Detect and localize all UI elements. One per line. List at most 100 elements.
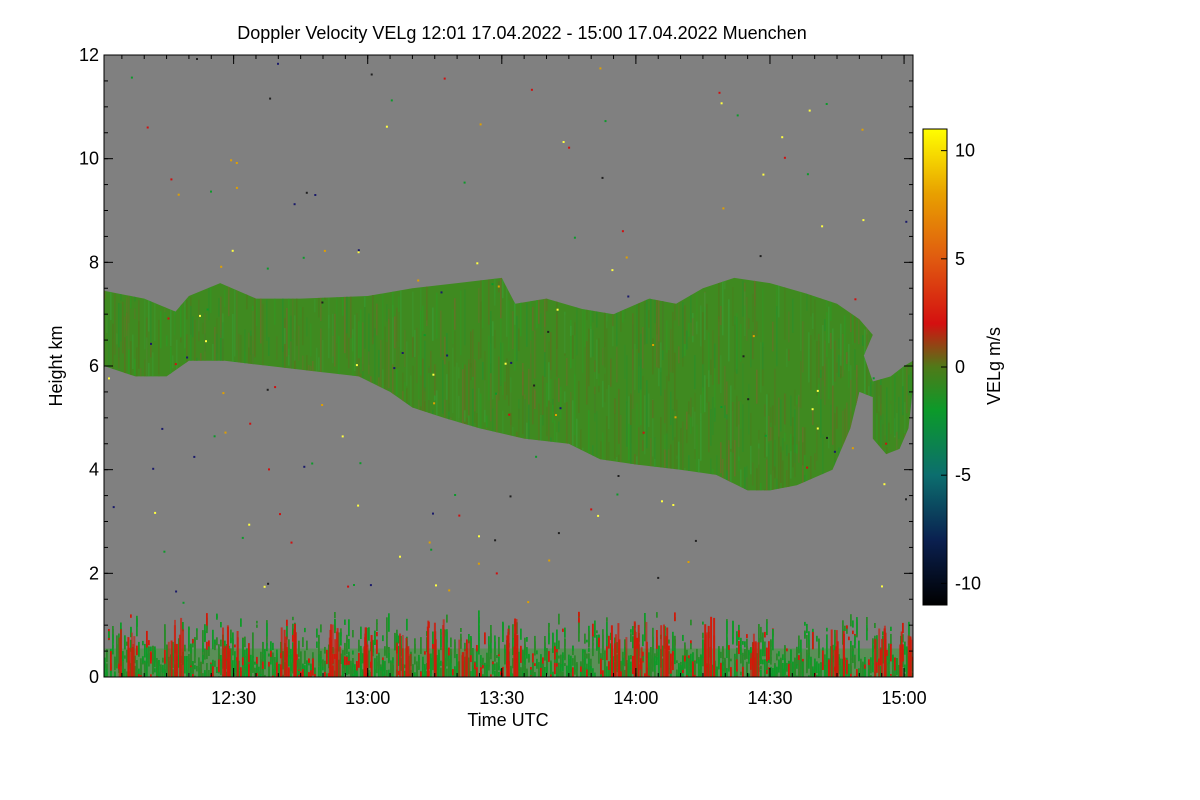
updraft-plume — [127, 637, 130, 677]
y-tick-label: 4 — [89, 460, 99, 480]
updraft-plume — [874, 639, 876, 677]
updraft-plume — [227, 626, 229, 677]
updraft-plume — [401, 648, 404, 677]
updraft-plume — [364, 627, 367, 677]
updraft-plume — [830, 629, 833, 677]
y-tick-label: 2 — [89, 563, 99, 583]
updraft-plume — [128, 647, 131, 677]
updraft-plume — [405, 637, 408, 677]
chart-title: Doppler Velocity VELg 12:01 17.04.2022 -… — [237, 23, 806, 43]
updraft-plume — [175, 643, 178, 677]
updraft-plume — [635, 631, 638, 677]
updraft-plume — [120, 629, 122, 677]
updraft-plume — [285, 647, 288, 677]
x-tick-label: 13:00 — [345, 688, 390, 708]
y-tick-label: 6 — [89, 356, 99, 376]
updraft-plume — [118, 637, 121, 677]
updraft-plume — [366, 644, 369, 677]
updraft-plume — [640, 647, 643, 677]
updraft-plume — [881, 638, 883, 677]
colorbar-tick-label: -5 — [955, 465, 971, 485]
updraft-plume — [280, 627, 283, 677]
updraft-plume — [426, 626, 429, 677]
updraft-plume — [899, 648, 902, 677]
updraft-plume — [618, 640, 621, 677]
updraft-plume — [133, 636, 136, 677]
updraft-plume — [836, 641, 839, 677]
updraft-plume — [224, 645, 227, 677]
updraft-plume — [182, 629, 184, 677]
updraft-plume — [458, 639, 461, 677]
x-tick-label: 15:00 — [882, 688, 927, 708]
updraft-plume — [610, 625, 613, 677]
updraft-plume — [409, 654, 412, 677]
updraft-plume — [331, 624, 334, 677]
updraft-plume — [666, 627, 669, 677]
updraft-plume — [907, 635, 910, 677]
updraft-plume — [335, 631, 338, 677]
colorbar-tick-label: 5 — [955, 249, 965, 269]
updraft-plume — [710, 616, 713, 677]
x-tick-label: 14:30 — [747, 688, 792, 708]
updraft-plume — [167, 641, 170, 677]
updraft-plume — [706, 632, 708, 677]
updraft-plume — [170, 640, 173, 677]
updraft-plume — [370, 635, 373, 677]
updraft-plume — [667, 646, 670, 677]
updraft-plume — [646, 641, 648, 677]
updraft-plume — [704, 634, 707, 677]
updraft-plume — [442, 625, 444, 677]
updraft-plume — [294, 623, 296, 677]
updraft-plume — [752, 633, 755, 677]
updraft-plume — [396, 642, 398, 677]
updraft-plume — [515, 619, 518, 677]
updraft-plume — [883, 628, 886, 677]
updraft-plume — [464, 648, 467, 677]
updraft-plume — [130, 632, 133, 677]
colorbar-tick-label: -10 — [955, 573, 981, 593]
updraft-plume — [663, 624, 665, 677]
updraft-plume — [878, 628, 881, 677]
updraft-plume — [507, 628, 510, 677]
updraft-plume — [637, 624, 640, 677]
updraft-plume — [613, 643, 616, 677]
updraft-plume — [334, 639, 337, 677]
updraft-plume — [173, 625, 176, 677]
updraft-plume — [833, 650, 836, 677]
updraft-plume — [180, 617, 183, 677]
x-tick-label: 14:00 — [613, 688, 658, 708]
y-tick-label: 12 — [79, 45, 99, 65]
colorbar-tick-label: 10 — [955, 141, 975, 161]
y-tick-label: 0 — [89, 667, 99, 687]
colorbar-tick-label: 0 — [955, 357, 965, 377]
updraft-plume — [514, 618, 517, 677]
updraft-plume — [506, 645, 509, 677]
updraft-plume — [178, 634, 181, 677]
updraft-plume — [625, 637, 628, 677]
y-axis-label: Height km — [46, 325, 66, 406]
updraft-plume — [660, 625, 663, 677]
x-axis-label: Time UTC — [467, 710, 548, 730]
updraft-plume — [750, 653, 753, 677]
updraft-plume — [910, 639, 913, 677]
updraft-plume — [407, 646, 410, 677]
updraft-plume — [665, 644, 667, 677]
updraft-plume — [399, 633, 401, 677]
updraft-plume — [754, 641, 757, 677]
updraft-plume — [713, 617, 716, 677]
y-tick-label: 10 — [79, 149, 99, 169]
updraft-plume — [236, 631, 239, 677]
updraft-plume — [633, 621, 636, 677]
updraft-plume — [757, 642, 760, 677]
y-tick-label: 8 — [89, 252, 99, 272]
updraft-plume — [468, 640, 471, 677]
x-tick-label: 13:30 — [479, 688, 524, 708]
updraft-plume — [512, 646, 515, 677]
updraft-plume — [222, 627, 224, 677]
updraft-plume — [433, 644, 436, 677]
updraft-plume — [329, 629, 332, 677]
updraft-plume — [707, 625, 710, 677]
x-tick-label: 12:30 — [211, 688, 256, 708]
colorbar-label: VELg m/s — [984, 327, 1004, 405]
